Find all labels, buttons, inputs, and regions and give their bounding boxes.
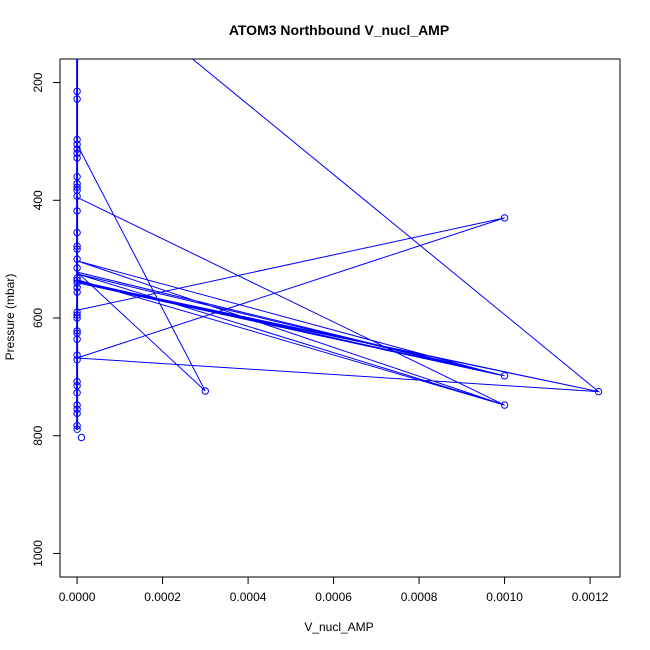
data-point	[73, 154, 81, 162]
data-layer	[73, 59, 603, 442]
data-point	[73, 207, 81, 215]
data-point	[73, 327, 81, 335]
data-point	[73, 335, 81, 343]
data-point	[73, 356, 81, 364]
data-point	[73, 228, 81, 237]
x-tick-label: 0.0010	[486, 590, 523, 604]
data-point	[77, 433, 86, 442]
data-point	[73, 95, 81, 103]
x-axis-label: V_nucl_AMP	[304, 620, 373, 634]
data-point	[73, 382, 81, 390]
data-point	[73, 242, 81, 250]
x-tick-label: 0.0012	[572, 590, 609, 604]
plot-frame	[59, 58, 621, 578]
data-point	[73, 255, 81, 263]
x-tick-label: 0.0004	[230, 590, 267, 604]
data-point	[594, 387, 603, 396]
y-tick-label: 600	[31, 308, 45, 328]
data-point	[73, 192, 81, 200]
data-point	[73, 145, 81, 153]
data-point	[73, 425, 81, 433]
data-point	[73, 173, 81, 181]
x-tick-label: 0.0008	[401, 590, 438, 604]
chart-title: ATOM3 Northbound V_nucl_AMP	[229, 22, 449, 38]
y-axis-label: Pressure (mbar)	[3, 274, 17, 361]
data-point	[73, 311, 81, 319]
data-point	[73, 283, 81, 292]
data-point	[73, 401, 81, 409]
data-point	[73, 409, 81, 418]
data-point	[73, 351, 81, 359]
data-point	[73, 274, 81, 282]
y-tick-label: 1000	[31, 540, 45, 567]
y-tick-label: 400	[31, 190, 45, 210]
data-point	[73, 87, 81, 96]
data-point	[201, 387, 210, 395]
data-point	[500, 401, 509, 409]
data-point	[73, 389, 81, 397]
x-tick-label: 0.0000	[59, 590, 96, 604]
x-tick-label: 0.0006	[315, 590, 352, 604]
series-line	[75, 59, 601, 406]
x-tick-label: 0.0002	[144, 590, 181, 604]
y-tick-label: 800	[31, 425, 45, 445]
data-point	[500, 372, 509, 380]
data-point	[73, 186, 81, 195]
data-point	[73, 276, 81, 284]
data-point	[73, 288, 81, 296]
data-point	[73, 264, 81, 272]
data-point	[73, 314, 81, 322]
y-tick-label: 200	[31, 72, 45, 92]
data-point	[73, 149, 81, 157]
data-point	[500, 214, 509, 222]
data-point	[73, 405, 81, 413]
data-point	[73, 279, 81, 287]
data-point	[73, 245, 81, 253]
data-point	[73, 422, 81, 430]
y-axis: 200 400 600 800 1000	[31, 72, 60, 567]
data-point	[73, 140, 81, 149]
data-point	[73, 377, 81, 386]
data-point	[73, 135, 81, 144]
data-point	[73, 183, 81, 192]
x-axis: 0.0000 0.0002 0.0004 0.0006 0.0008 0.0010 0.00…	[59, 577, 609, 604]
